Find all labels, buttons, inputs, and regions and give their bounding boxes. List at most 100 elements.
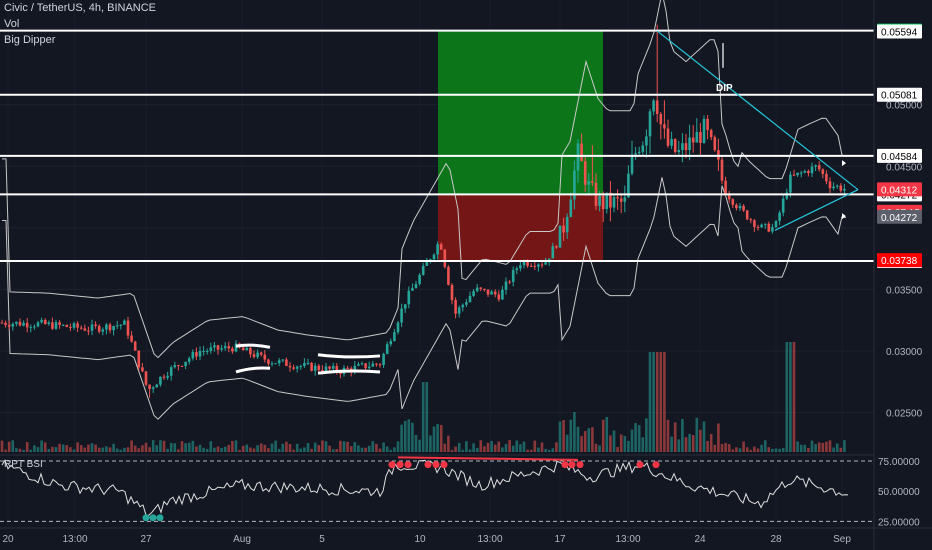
- volume-bar: [735, 447, 738, 452]
- volume-bar: [94, 444, 97, 452]
- sell-signal: [424, 461, 432, 469]
- candle-body: [591, 181, 594, 183]
- candle-body: [767, 223, 771, 232]
- candle-body: [61, 324, 65, 326]
- volume-bar: [781, 448, 785, 452]
- volume-bar: [576, 426, 580, 452]
- rsi-tick-label: 25.00000: [878, 517, 920, 528]
- loss-zone: [438, 194, 603, 261]
- volume-bar: [169, 442, 173, 452]
- volume-bar: [223, 446, 227, 452]
- volume-bar: [684, 437, 688, 452]
- candle-body: [144, 371, 148, 385]
- volume-bar: [274, 440, 277, 452]
- rsi-legend[interactable]: RPT BSI: [4, 459, 43, 470]
- candle-body: [447, 266, 450, 285]
- volume-bar: [645, 418, 648, 452]
- candle-body: [634, 153, 637, 155]
- candle-body: [843, 188, 846, 191]
- candle-body: [580, 143, 583, 162]
- horizontal-levels[interactable]: [0, 29, 874, 262]
- candle-body: [119, 324, 123, 326]
- candle-body: [295, 366, 299, 369]
- volume-bar: [724, 442, 727, 452]
- volume-bar: [306, 443, 310, 452]
- candle-body: [681, 143, 684, 151]
- volume-bar: [731, 449, 735, 452]
- candle-body: [249, 347, 252, 355]
- candle-body: [713, 137, 717, 151]
- drawings[interactable]: DIP: [235, 30, 859, 375]
- time-tick-label: 13:00: [62, 534, 87, 545]
- candle-body: [133, 341, 137, 351]
- candle-body: [25, 322, 29, 328]
- candle-body: [180, 365, 184, 367]
- volume-bar: [497, 441, 501, 452]
- sell-signal: [652, 461, 660, 469]
- candle-body: [94, 324, 97, 326]
- candle-body: [0, 322, 4, 324]
- volume-bar: [501, 447, 504, 452]
- candle-body: [533, 265, 537, 267]
- volume-bar: [695, 417, 699, 452]
- candle-body: [756, 226, 760, 228]
- volume-bar: [810, 440, 814, 452]
- indicator-legend[interactable]: Big Dipper: [4, 34, 56, 46]
- volume-bar: [407, 419, 411, 452]
- volume-bar: [774, 448, 778, 452]
- candle-body: [83, 328, 87, 331]
- candle-body: [637, 151, 641, 154]
- triangle-lower-line: [774, 189, 859, 231]
- volume-bar: [18, 448, 22, 452]
- triangle-upper-line: [656, 30, 859, 191]
- volume-bar: [123, 447, 126, 452]
- volume-bar: [191, 440, 195, 452]
- candle-body: [360, 363, 364, 365]
- candle-body: [306, 362, 310, 364]
- volume-bar: [357, 445, 360, 452]
- volume-bar: [213, 447, 216, 452]
- volume-bar: [324, 441, 328, 452]
- volume-bar: [141, 445, 144, 452]
- volume-bar: [220, 448, 223, 452]
- candle-body: [497, 294, 501, 300]
- candle-body: [792, 174, 796, 176]
- volume-bar: [432, 426, 436, 452]
- volume-bar: [742, 441, 745, 452]
- volume-bar: [61, 444, 65, 452]
- candle-body: [616, 197, 619, 199]
- volume-bar: [630, 429, 634, 452]
- candle-body: [814, 165, 817, 167]
- volume-bar: [745, 447, 749, 452]
- candle-body: [245, 347, 249, 351]
- candle-body: [267, 359, 270, 364]
- volume-bar: [198, 444, 202, 452]
- volume-bar: [267, 448, 270, 452]
- volume-bar: [691, 435, 695, 452]
- volume-bar: [483, 446, 486, 452]
- volume-bar: [76, 442, 79, 452]
- volume-bar: [245, 444, 249, 452]
- volume-bar: [713, 444, 717, 452]
- volume-bar: [360, 447, 364, 452]
- sell-signal: [396, 461, 404, 469]
- volume-bar: [814, 444, 817, 452]
- volume-bar: [785, 342, 789, 452]
- volume-bar: [591, 427, 594, 452]
- candle-body: [141, 367, 144, 372]
- candle-body: [403, 304, 407, 309]
- volume-bar: [418, 439, 421, 452]
- symbol-title[interactable]: Civic / TetherUS, 4h, BINANCE: [4, 2, 157, 14]
- price-tag-bg: [877, 209, 922, 224]
- volume-legend[interactable]: Vol: [4, 18, 20, 30]
- volume-bar: [627, 440, 630, 452]
- candle-body: [90, 324, 94, 331]
- volume-bar: [709, 433, 713, 452]
- volume-bar: [263, 444, 267, 452]
- volume-bar: [249, 447, 252, 452]
- candle-body: [810, 166, 814, 174]
- volume-bar: [706, 440, 709, 452]
- volume-bar: [519, 444, 522, 452]
- candle-body: [18, 321, 22, 326]
